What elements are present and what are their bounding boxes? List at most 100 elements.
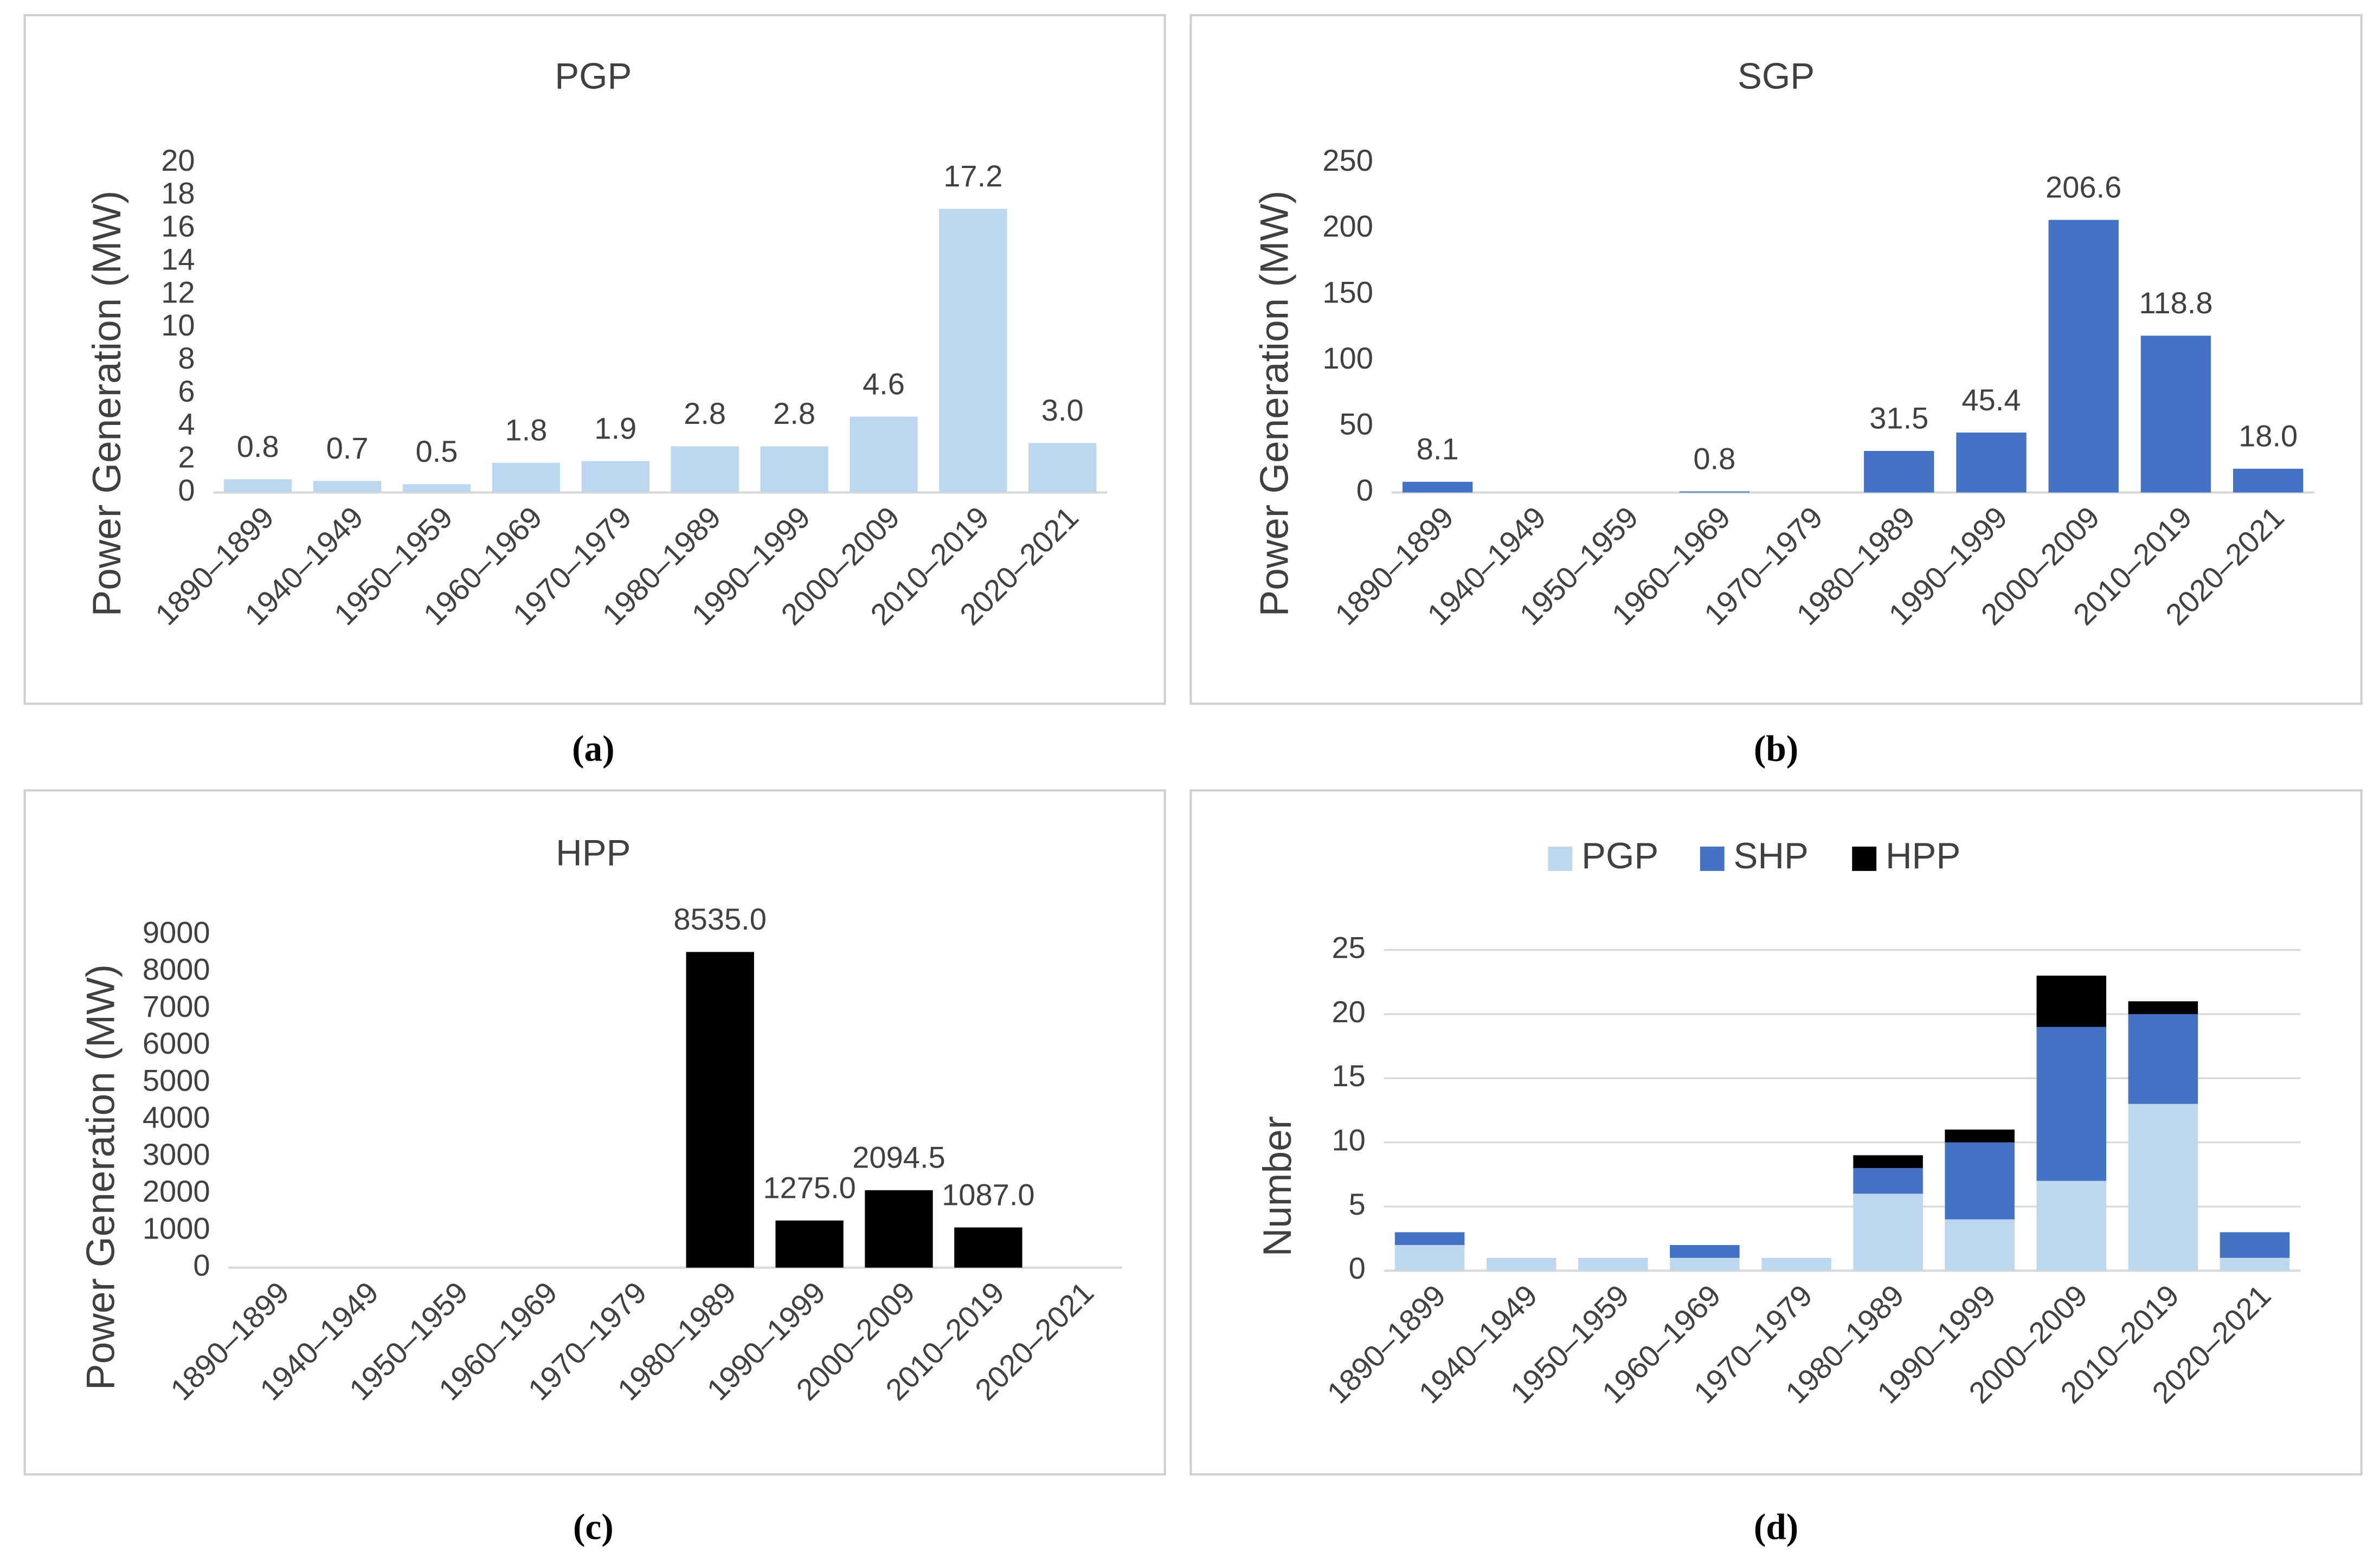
bar (686, 952, 754, 1268)
data-label: 45.4 (1961, 383, 2021, 417)
bar-segment (1853, 1155, 1923, 1169)
y-tick-label: 15 (1332, 1059, 1366, 1093)
bar-segment (1670, 1257, 1740, 1271)
y-tick-label: 16 (161, 209, 195, 243)
bar-segment (1394, 1245, 1465, 1271)
bar (402, 484, 471, 493)
bar-segment (2220, 1257, 2290, 1271)
data-label: 0.5 (415, 434, 458, 468)
y-tick-label: 4 (178, 407, 195, 441)
bar-segment (2128, 1014, 2198, 1104)
bar (2233, 468, 2304, 493)
y-tick-label: 0 (193, 1248, 210, 1282)
chart-title: PGP (555, 56, 632, 97)
data-label: 2.8 (684, 396, 726, 430)
bar (775, 1220, 844, 1268)
y-tick-label: 150 (1322, 275, 1373, 309)
bar (1679, 491, 1750, 493)
y-tick-label: 2 (178, 440, 195, 474)
y-tick-label: 6000 (143, 1026, 210, 1060)
bar-segment (1945, 1219, 2015, 1271)
data-label: 1.8 (505, 413, 547, 447)
bar-segment (2036, 1027, 2107, 1181)
y-tick-label: 20 (1332, 995, 1366, 1029)
legend-label: PGP (1581, 836, 1658, 876)
bar (224, 479, 292, 493)
bar (2048, 220, 2119, 493)
bar (865, 1190, 933, 1268)
y-axis-label: Power Generation (MW) (1253, 191, 1297, 617)
chart-title: HPP (556, 833, 631, 874)
caption: (a) (572, 728, 614, 769)
bar (313, 481, 382, 493)
bar (954, 1227, 1022, 1268)
y-tick-label: 50 (1340, 407, 1373, 441)
y-tick-label: 0 (1349, 1251, 1366, 1285)
panel-frame (23, 789, 1166, 1476)
bar-segment (1945, 1130, 2015, 1143)
bar (939, 209, 1007, 493)
caption: (c) (573, 1506, 614, 1547)
chart-title: SGP (1738, 56, 1815, 97)
bar (850, 416, 918, 493)
panel-frame (23, 14, 1166, 705)
bar-segment (1761, 1257, 1831, 1271)
bar-segment (1670, 1245, 1740, 1258)
data-label: 1.9 (594, 411, 636, 446)
data-label: 1275.0 (763, 1170, 856, 1204)
bar-segment (2036, 1181, 2107, 1271)
data-label: 2.8 (773, 396, 815, 430)
legend-label: HPP (1886, 836, 1960, 876)
y-tick-label: 5000 (143, 1063, 210, 1097)
legend-swatch (1700, 846, 1725, 871)
y-tick-label: 4000 (143, 1100, 210, 1134)
y-axis-label: Power Generation (MW) (79, 964, 123, 1390)
bar-segment (1578, 1257, 1648, 1271)
data-label: 2094.5 (852, 1140, 945, 1175)
bar (581, 461, 649, 493)
y-tick-label: 8 (178, 341, 195, 375)
legend-swatch (1548, 846, 1573, 871)
y-tick-label: 3000 (143, 1137, 210, 1171)
bar-segment (2128, 1001, 2198, 1015)
data-label: 1087.0 (942, 1177, 1035, 1211)
data-label: 8.1 (1417, 432, 1459, 466)
y-tick-label: 1000 (143, 1211, 210, 1245)
y-tick-label: 250 (1322, 143, 1373, 177)
y-axis-label: Number (1256, 1116, 1300, 1256)
y-tick-label: 2000 (143, 1174, 210, 1208)
y-tick-label: 100 (1322, 341, 1373, 375)
data-label: 17.2 (943, 159, 1002, 193)
bar-segment (1486, 1257, 1556, 1271)
y-tick-label: 10 (1332, 1123, 1366, 1157)
y-tick-label: 7000 (143, 989, 210, 1023)
y-tick-label: 200 (1322, 209, 1373, 243)
y-tick-label: 20 (161, 143, 195, 177)
data-label: 118.8 (2139, 286, 2212, 320)
bar-segment (2036, 976, 2107, 1027)
panel-frame (1189, 14, 2363, 705)
data-label: 8535.0 (673, 902, 767, 936)
y-tick-label: 25 (1332, 930, 1366, 964)
bar (760, 446, 828, 493)
panel-frame (1189, 789, 2363, 1476)
y-tick-label: 12 (161, 275, 195, 309)
y-tick-label: 6 (178, 374, 195, 408)
bar-segment (1394, 1232, 1465, 1246)
data-label: 0.8 (1693, 441, 1735, 475)
bar (671, 446, 739, 493)
data-label: 31.5 (1869, 401, 1928, 435)
bar (1028, 443, 1097, 493)
data-label: 0.7 (326, 431, 369, 465)
y-tick-label: 8000 (143, 952, 210, 986)
bar (1956, 433, 2027, 493)
y-tick-label: 0 (178, 473, 195, 507)
legend-label: SHP (1734, 836, 1809, 876)
y-tick-label: 10 (161, 308, 195, 342)
bar-segment (1853, 1168, 1923, 1194)
y-tick-label: 0 (1356, 473, 1373, 507)
y-tick-label: 5 (1349, 1187, 1366, 1221)
bar (1402, 481, 1473, 493)
